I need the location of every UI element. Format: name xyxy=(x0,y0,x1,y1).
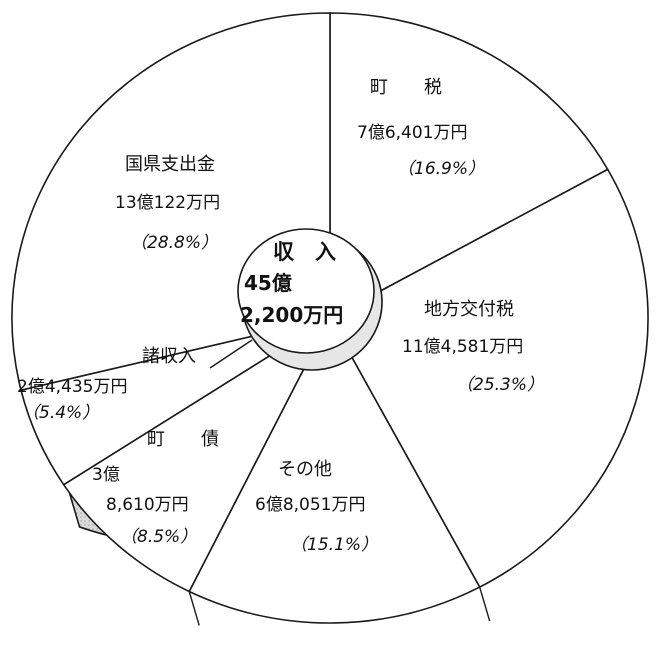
side-slice-edge xyxy=(479,586,491,622)
label-sonota: その他 6億8,051万円 （15.1%） xyxy=(255,459,378,555)
slice-label-name: その他 xyxy=(278,459,332,480)
pie-slices xyxy=(11,12,649,624)
side-slice-edge xyxy=(188,591,200,626)
slice-label-name: 国県支出金 xyxy=(125,154,215,175)
slice-label-amount: 6億8,051万円 xyxy=(255,495,365,515)
slice-sonota xyxy=(188,316,481,624)
slice-label-name: 諸収入 xyxy=(142,346,196,367)
slice-label-amount: 7億6,401万円 xyxy=(357,123,467,143)
slice-label-amount: 11億4,581万円 xyxy=(402,337,523,357)
center-title: 収 入 xyxy=(273,240,336,264)
center-total-line1: 45億 xyxy=(244,271,292,295)
label-chihokofuzei: 地方交付税 11億4,581万円 （25.3%） xyxy=(402,299,544,395)
label-chosai: 町 債 3億 8,610万円 （8.5%） xyxy=(92,429,219,547)
label-shoshunyu: 諸収入 2億4,435万円 （5.4%） xyxy=(17,346,196,423)
slice-label-percent: （5.4%） xyxy=(22,403,99,423)
slice-label-amount-line1: 3億 xyxy=(92,465,120,485)
center-hub-face xyxy=(237,228,375,354)
slice-label-amount: 13億122万円 xyxy=(115,193,220,213)
slice-label-percent: （28.8%） xyxy=(130,233,218,253)
slice-label-percent: （15.1%） xyxy=(290,535,378,555)
label-kokenshishutsukin: 国県支出金 13億122万円 （28.8%） xyxy=(115,154,220,253)
label-leader-line xyxy=(209,339,253,369)
center-total-line2: 2,200万円 xyxy=(240,303,343,327)
slice-label-percent: （25.3%） xyxy=(456,375,544,395)
slice-chihokofuzei xyxy=(328,168,649,589)
center-hub: 収 入 45億 2,200万円 xyxy=(237,228,383,371)
slice-label-name: 町 税 xyxy=(370,77,442,98)
slice-label-amount: 2億4,435万円 xyxy=(17,377,127,397)
slice-label-percent: （16.9%） xyxy=(397,159,485,179)
slice-chosai xyxy=(62,315,333,593)
slice-chozei xyxy=(329,12,609,320)
slice-label-name: 町 債 xyxy=(147,429,219,450)
slice-label-name: 地方交付税 xyxy=(424,299,514,320)
slice-label-percent: （8.5%） xyxy=(120,527,197,547)
slice-label-amount-line2: 8,610万円 xyxy=(106,495,189,515)
label-chozei: 町 税 7億6,401万円 （16.9%） xyxy=(357,77,485,179)
